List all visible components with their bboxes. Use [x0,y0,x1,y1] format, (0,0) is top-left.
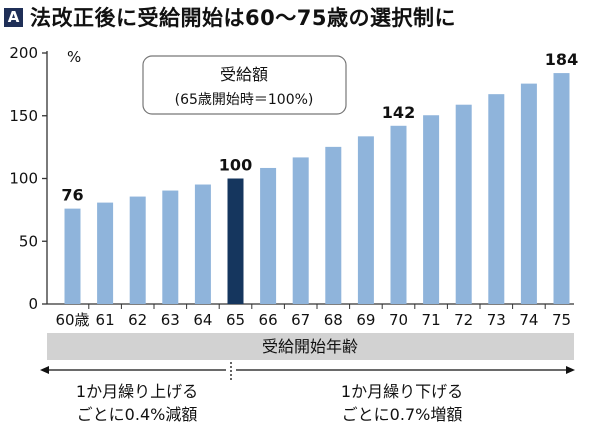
left-note-line1: 1か月繰り上げる [76,382,198,401]
x-tick-label: 72 [454,311,473,329]
x-tick-label: 65 [226,311,245,329]
bar-69 [357,136,374,304]
bar-70 [390,125,407,304]
x-tick-label: 63 [161,311,180,329]
x-tick-label: 67 [291,311,310,329]
x-tick-labels: 60歳 61 62 63 64 65 66 67 68 69 70 71 72 73 74 75 [55,304,571,329]
bar-67 [292,157,309,304]
x-tick-label: 61 [96,311,115,329]
y-axis-unit: % [67,48,81,66]
data-labels: 76 100 142 184 [61,50,578,205]
bar-65 [227,178,244,304]
data-label: 76 [61,186,83,205]
y-tick-label: 50 [19,232,38,250]
legend-subtitle: (65歳開始時＝100%) [175,92,314,108]
bar-64 [194,184,211,304]
x-axis-label: 受給開始年齢 [262,337,358,356]
y-tick-label: 200 [9,44,38,62]
header: A 法改正後に受給開始は60〜75歳の選択制に [4,2,456,32]
x-tick-label: 70 [389,311,408,329]
chart-title: 法改正後に受給開始は60〜75歳の選択制に [30,6,456,30]
section-badge: A [4,7,23,27]
bar-74 [520,83,537,304]
bar-60歳 [64,208,81,304]
x-tick-label: 69 [356,311,375,329]
x-tick-label: 68 [324,311,343,329]
x-tick-label: 74 [519,311,538,329]
x-tick-label: 73 [487,311,506,329]
data-label: 100 [219,156,252,175]
y-tick-label: 150 [9,107,38,125]
y-tick-label: 100 [9,170,38,188]
data-label: 184 [545,50,578,69]
left-arrow-head [40,366,49,374]
y-tick-labels: 0 50 100 150 200 [9,44,47,313]
legend-title: 受給額 [220,65,268,84]
x-tick-label: 60歳 [55,311,89,329]
bar-63 [162,190,179,304]
y-tick-label: 0 [28,295,38,313]
bar-68 [325,146,342,304]
x-tick-label: 75 [552,311,571,329]
x-tick-label: 64 [193,311,212,329]
bar-71 [423,115,440,304]
x-tick-label: 66 [259,311,278,329]
bar-72 [455,104,472,305]
x-tick-label: 71 [422,311,441,329]
bar-75 [553,73,570,304]
left-note-line2: ごとに0.4%減額 [77,405,198,424]
right-arrow-head [566,366,575,374]
x-tick-label: 62 [128,311,147,329]
x-axis-label-band [47,333,574,360]
bar-61 [97,202,114,304]
bar-62 [129,196,146,304]
bar-66 [260,167,277,304]
right-note-line2: ごとに0.7%増額 [342,405,463,424]
bar-73 [488,94,505,304]
data-label: 142 [382,103,415,122]
legend-box [142,55,347,115]
right-note-line1: 1か月繰り下げる [341,382,463,401]
bars [64,73,570,305]
